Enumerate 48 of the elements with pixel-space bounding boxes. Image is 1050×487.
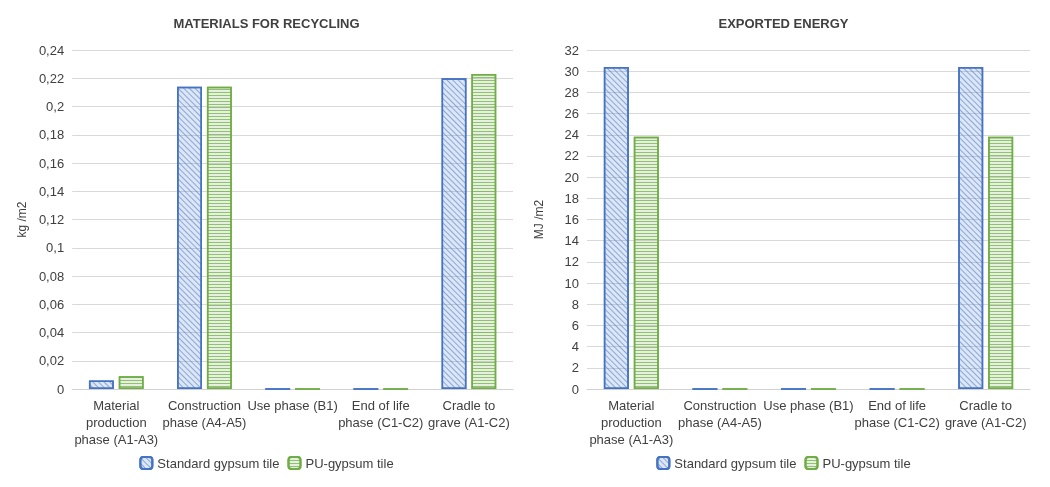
y-tick-label: 0,2 <box>46 99 65 114</box>
y-tick-label: 30 <box>564 63 579 79</box>
y-tick-label: 0,24 <box>38 42 65 58</box>
y-tick-label: 0,08 <box>38 268 65 284</box>
y-tick-label: 0 <box>571 381 579 397</box>
y-tick-label: 0,16 <box>38 155 65 171</box>
y-tick-label: 26 <box>564 106 579 122</box>
legend-label: Standard gypsum tile <box>157 455 280 471</box>
y-tick-label: 0,04 <box>38 325 65 340</box>
chart-title: EXPORTED ENERGY <box>718 16 849 31</box>
y-tick-label: 28 <box>564 84 579 100</box>
x-tick-label: Material production phase (A1-A3) <box>74 398 159 447</box>
y-tick-label: 0,12 <box>38 212 65 227</box>
y-tick-label: 0,14 <box>38 183 65 199</box>
y-tick-label: 0,18 <box>38 127 65 143</box>
y-tick-label: 8 <box>571 296 579 312</box>
y-tick-label: 0,06 <box>38 296 65 312</box>
x-tick-label: Material production phase (A1-A3) <box>589 398 674 447</box>
x-tick-label: Construction phase (A4-A5) <box>162 398 247 430</box>
y-tick-label: 12 <box>564 254 579 270</box>
x-tick-label: End of life phase (C1-C2) <box>854 398 940 430</box>
x-tick-label: End of life phase (C1-C2) <box>338 398 424 430</box>
y-tick-label: 2 <box>571 360 579 376</box>
y-tick-label: 14 <box>564 233 579 249</box>
y-tick-label: 4 <box>571 339 579 355</box>
y-tick-label: 18 <box>564 190 579 206</box>
y-tick-label: 6 <box>571 317 579 333</box>
chart-title: MATERIALS FOR RECYCLING <box>173 16 360 31</box>
x-tick-label: Use phase (B1) <box>763 398 854 413</box>
y-tick-label: 16 <box>564 212 579 227</box>
legend-label: PU-gypsum tile <box>305 455 394 471</box>
x-tick-label: Construction phase (A4-A5) <box>677 398 762 430</box>
y-tick-label: 0 <box>56 381 65 397</box>
y-tick-label: 0,02 <box>38 353 65 369</box>
x-tick-label: Cradle to grave (A1-C2) <box>428 398 510 430</box>
x-tick-label: Cradle to grave (A1-C2) <box>944 398 1027 430</box>
x-tick-label: Use phase (B1) <box>247 398 338 413</box>
y-tick-label: 32 <box>564 42 579 58</box>
legend-label: PU-gypsum tile <box>822 455 911 471</box>
y-tick-label: 24 <box>564 127 579 143</box>
y-axis-title: MJ /m2 <box>532 199 546 240</box>
y-tick-label: 0,22 <box>38 70 65 86</box>
y-tick-label: 22 <box>564 148 579 164</box>
y-tick-label: 0,1 <box>46 240 65 256</box>
legend-label: Standard gypsum tile <box>674 455 797 471</box>
y-tick-label: 10 <box>564 275 579 291</box>
y-axis-title: kg /m2 <box>15 201 29 238</box>
y-tick-label: 20 <box>564 169 579 185</box>
